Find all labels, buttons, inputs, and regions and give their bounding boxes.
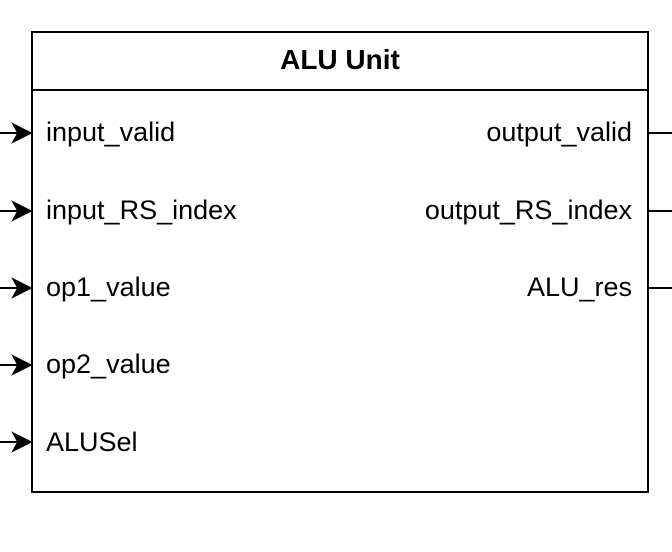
input-arrowhead-op2-value xyxy=(11,354,33,376)
input-arrowhead-alusel xyxy=(11,431,33,453)
block-title: ALU Unit xyxy=(280,44,400,75)
alu-unit-block xyxy=(31,31,649,493)
input-port-label-op2-value: op2_value xyxy=(46,349,171,379)
input-port-label-input-valid: input_valid xyxy=(46,117,176,147)
input-port-label-op1-value: op1_value xyxy=(46,272,171,302)
block-header: ALU Unit xyxy=(31,31,649,91)
input-arrowhead-input-valid xyxy=(11,122,33,144)
input-port-label-alusel: ALUSel xyxy=(46,427,138,457)
output-port-label-alu-res: ALU_res xyxy=(526,272,632,302)
output-port-label-output-valid: output_valid xyxy=(486,117,632,147)
output-port-label-output-rs-index: output_RS_index xyxy=(424,195,632,225)
input-arrowhead-op1-value xyxy=(11,277,33,299)
input-port-label-input-rs-index: input_RS_index xyxy=(46,195,237,225)
input-arrowhead-input-rs-index xyxy=(11,200,33,222)
